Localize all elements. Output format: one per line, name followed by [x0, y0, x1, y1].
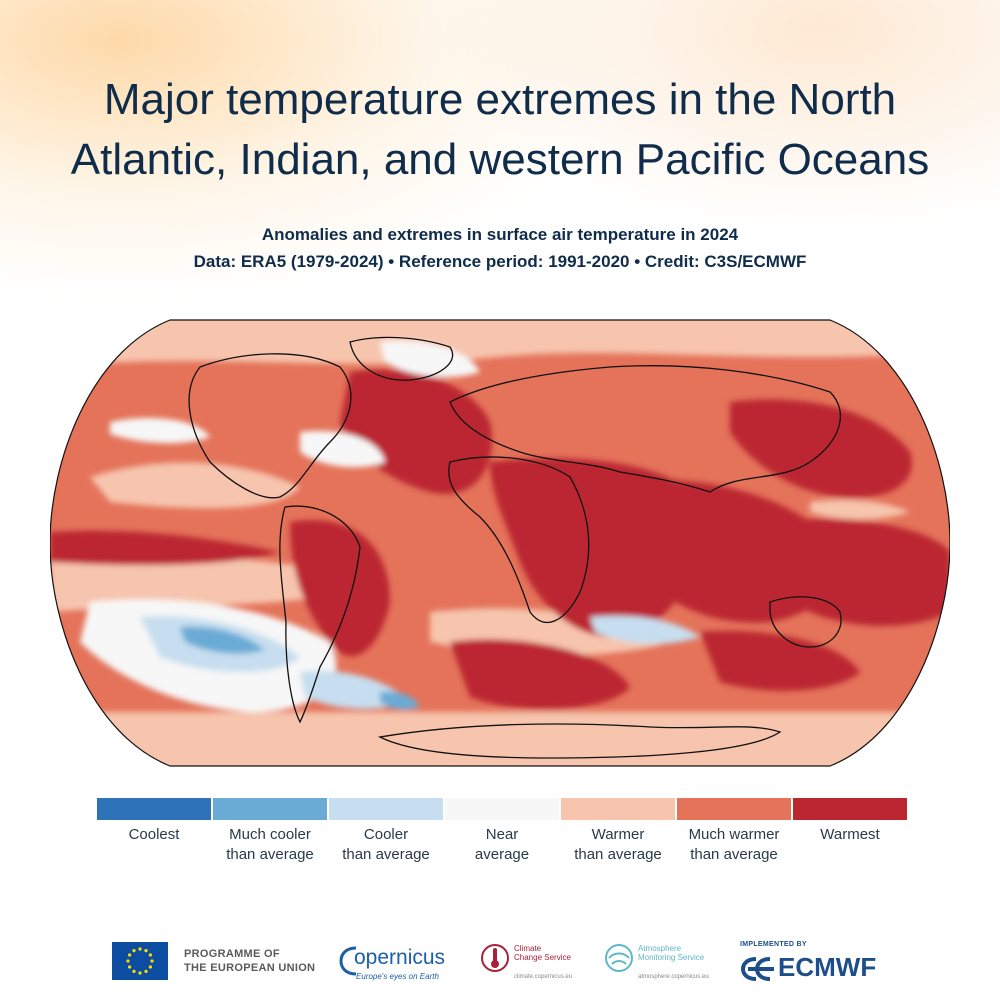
legend-item-warmest: Warmest: [793, 798, 907, 845]
map-frame: [49, 319, 951, 767]
c3s-name: Climate Change Service: [514, 944, 571, 962]
page-subtitle: Anomalies and extremes in surface air te…: [0, 221, 1000, 275]
page-title: Major temperature extremes in the North …: [0, 70, 1000, 190]
world-map: [49, 312, 951, 774]
legend: Coolest Much cooler than average Cooler …: [97, 798, 907, 868]
legend-swatch: [329, 798, 443, 820]
temperature-anomaly-map: [49, 319, 951, 767]
coastlines: [188, 336, 842, 759]
title-line-2: Atlantic, Indian, and western Pacific Oc…: [70, 135, 930, 184]
legend-item-near-average: Near average: [445, 798, 559, 865]
south-america-outline: [279, 505, 361, 724]
legend-label: Cooler than average: [342, 826, 430, 863]
c3s-url: climate.copernicus.eu: [514, 974, 573, 980]
ecmwf-name: ECMWF: [778, 952, 877, 982]
cams-url: atmosphere.copernicus.eu: [638, 974, 709, 980]
western-pacific-warmest-region: [770, 518, 950, 626]
background-glow: [0, 0, 1000, 300]
legend-label: Warmest: [820, 826, 880, 843]
legend-swatch: [793, 798, 907, 820]
north-pacific-warmer-region: [90, 462, 300, 509]
africa-outline: [448, 456, 590, 624]
antarctic-warmer-region: [50, 712, 950, 766]
north-pacific-near-average-region: [110, 417, 210, 444]
legend-item-coolest: Coolest: [97, 798, 211, 845]
footer-logos: PROGRAMME OF THE EUROPEAN UNION opernicu…: [0, 930, 1000, 990]
copernicus-c-icon: [339, 946, 357, 976]
title-line-1: Major temperature extremes in the North: [103, 75, 897, 124]
legend-item-much-warmer: Much warmer than average: [677, 798, 791, 865]
copernicus-logo: opernicus Europe's eyes on Earth: [338, 940, 448, 984]
c3s-logo: Climate Change Service climate.copernicu…: [480, 940, 590, 984]
northwest-pacific-warmest-region: [730, 399, 912, 498]
legend-swatch: [677, 798, 791, 820]
ecmwf-logo: ECMWF: [740, 952, 900, 986]
pacific-warmer-strip: [810, 500, 910, 520]
southern-indian-cooler-region: [590, 615, 700, 644]
eu-stars-icon: [126, 947, 154, 975]
copernicus-name: opernicus: [354, 946, 446, 969]
legend-label: Much cooler than average: [226, 826, 314, 863]
legend-label: Near average: [474, 826, 530, 863]
subtitle-line-2: Data: ERA5 (1979-2024) • Reference perio…: [193, 252, 807, 271]
eu-flag-logo: [112, 942, 168, 980]
antarctica-outline: [377, 723, 782, 759]
atmosphere-icon: [605, 944, 633, 972]
eu-line-1: PROGRAMME OF: [184, 948, 280, 960]
greenland-near-average-region: [380, 341, 480, 378]
indian-ocean-warmest-region: [610, 479, 831, 623]
cams-logo: Atmosphere Monitoring Service atmosphere…: [604, 940, 724, 984]
legend-swatch: [445, 798, 559, 820]
eu-programme-text: PROGRAMME OF THE EUROPEAN UNION: [184, 947, 315, 975]
north-america-near-average-region: [300, 431, 385, 468]
south-atlantic-warmest-region: [450, 639, 630, 710]
legend-label: Warmer than average: [574, 826, 662, 863]
south-atlantic-much-cooler-region: [380, 691, 420, 710]
south-america-warmest-region: [290, 520, 390, 657]
north-america-outline: [188, 353, 352, 499]
eurasia-outline: [449, 365, 841, 493]
south-pacific-much-cooler-region: [180, 626, 265, 654]
legend-item-much-cooler: Much cooler than average: [213, 798, 327, 865]
implemented-by-label: IMPLEMENTED BY: [740, 941, 807, 948]
thermometer-icon: [481, 944, 509, 972]
legend-item-cooler: Cooler than average: [329, 798, 443, 865]
australia-outline: [769, 596, 842, 648]
legend-swatch: [561, 798, 675, 820]
legend-swatch: [97, 798, 211, 820]
copernicus-tagline: Europe's eyes on Earth: [356, 972, 439, 981]
legend-label: Coolest: [128, 826, 180, 843]
greenland-outline: [349, 336, 454, 381]
legend-item-warmer: Warmer than average: [561, 798, 675, 865]
equatorial-pacific-warmest-region: [50, 530, 280, 565]
ecmwf-wave-icon: [740, 957, 774, 981]
legend-label: Much warmer than average: [688, 826, 780, 863]
legend-swatch: [213, 798, 327, 820]
cams-name: Atmosphere Monitoring Service: [638, 944, 705, 962]
subtitle-line-1: Anomalies and extremes in surface air te…: [261, 225, 739, 244]
eu-line-2: THE EUROPEAN UNION: [184, 962, 316, 974]
